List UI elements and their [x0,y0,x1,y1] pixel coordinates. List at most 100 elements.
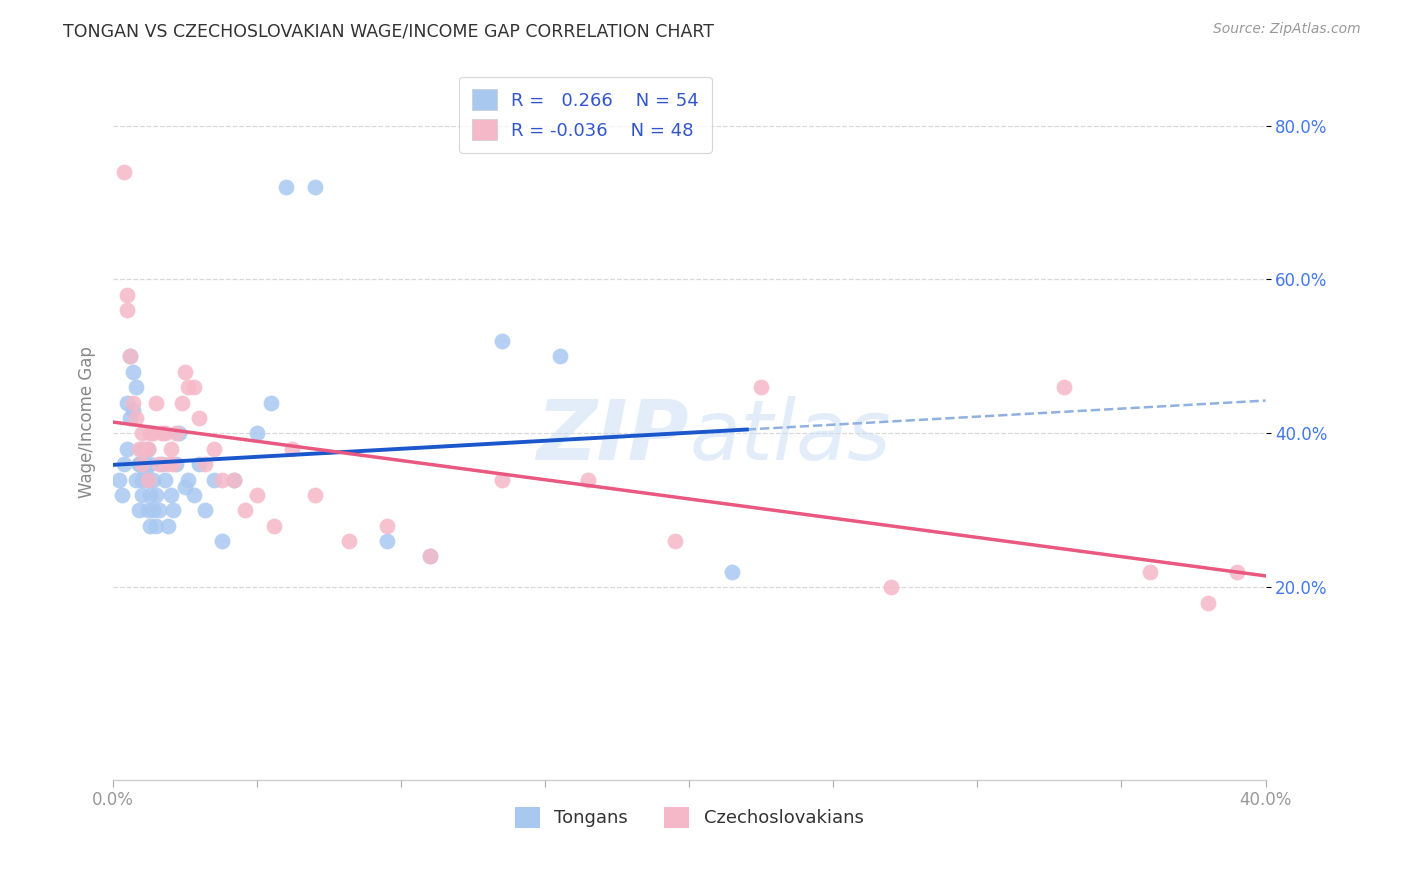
Point [721,565,744,579]
Point [177,473,200,487]
Point [145,395,167,409]
Point [122,403,145,417]
Point [142,473,165,487]
Point [134,465,156,479]
Text: atlas: atlas [689,396,891,476]
Point [1197,596,1219,610]
Point [145,488,167,502]
Point [122,395,145,409]
Point [136,473,159,487]
Point [337,534,360,549]
Point [280,442,302,456]
Point [131,473,153,487]
Point [491,334,513,348]
Point [128,457,150,471]
Point [246,426,269,441]
Point [134,457,156,471]
Point [419,549,441,564]
Point [125,411,148,425]
Point [136,503,159,517]
Point [159,442,181,456]
Point [188,457,211,471]
Point [142,426,165,441]
Point [131,457,153,471]
Point [107,473,129,487]
Point [139,426,162,441]
Point [117,395,139,409]
Text: TONGAN VS CZECHOSLOVAKIAN WAGE/INCOME GAP CORRELATION CHART: TONGAN VS CZECHOSLOVAKIAN WAGE/INCOME GA… [63,22,714,40]
Point [183,488,205,502]
Point [136,473,159,487]
Point [128,442,150,456]
Point [177,380,200,394]
Point [128,457,150,471]
Point [274,180,297,194]
Point [1139,565,1161,579]
Point [174,480,197,494]
Point [246,488,269,502]
Point [260,395,283,409]
Point [235,503,257,517]
Point [156,518,179,533]
Point [172,395,194,409]
Point [162,457,184,471]
Y-axis label: Wage/Income Gap: Wage/Income Gap [79,346,96,498]
Point [165,426,187,441]
Point [136,442,159,456]
Point [110,488,132,502]
Point [117,442,139,456]
Point [134,442,156,456]
Point [211,534,233,549]
Point [880,580,903,594]
Point [202,442,225,456]
Point [664,534,686,549]
Point [174,365,197,379]
Point [153,473,176,487]
Point [139,488,162,502]
Point [148,503,170,517]
Point [375,518,398,533]
Point [304,488,326,502]
Point [548,350,571,364]
Point [114,165,136,179]
Point [117,303,139,318]
Point [222,473,245,487]
Point [304,180,326,194]
Point [117,288,139,302]
Point [128,503,150,517]
Point [156,457,179,471]
Point [211,473,233,487]
Point [183,380,205,394]
Point [125,380,148,394]
Text: ZIP: ZIP [537,396,689,476]
Point [162,503,184,517]
Point [131,426,153,441]
Point [419,549,441,564]
Point [194,503,217,517]
Point [188,411,211,425]
Point [120,350,142,364]
Point [145,518,167,533]
Point [153,426,176,441]
Point [1053,380,1076,394]
Point [576,473,599,487]
Point [491,473,513,487]
Point [375,534,398,549]
Point [194,457,217,471]
Point [263,518,285,533]
Point [114,457,136,471]
Point [148,457,170,471]
Point [1226,565,1249,579]
Point [150,457,173,471]
Point [165,457,187,471]
Point [122,365,145,379]
Point [142,503,165,517]
Point [202,473,225,487]
Point [139,518,162,533]
Point [125,473,148,487]
Point [159,488,181,502]
Point [136,442,159,456]
Point [120,411,142,425]
Point [131,488,153,502]
Point [131,442,153,456]
